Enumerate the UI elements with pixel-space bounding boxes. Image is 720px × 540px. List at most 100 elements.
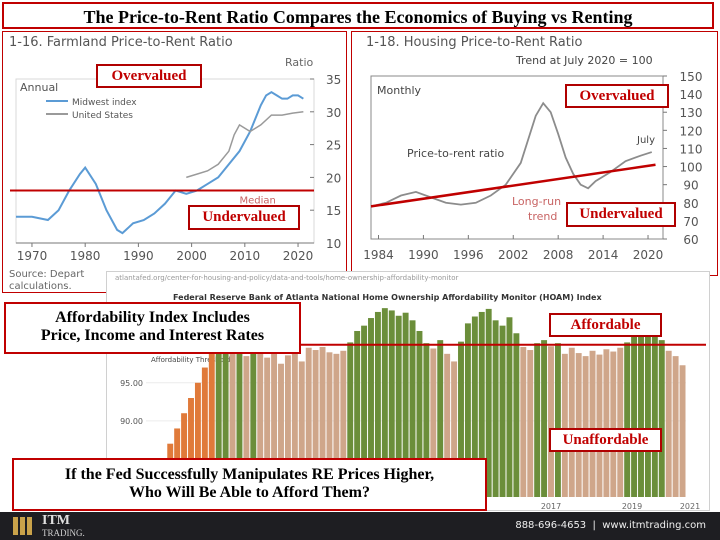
hoam-bar bbox=[554, 343, 561, 497]
hoam-bar bbox=[250, 338, 257, 497]
farm-x-tick-label: 1990 bbox=[123, 249, 154, 263]
farmland-ylabel: Ratio bbox=[285, 56, 314, 69]
housing-monthly-label: Monthly bbox=[377, 84, 422, 97]
hoam-bar bbox=[243, 356, 250, 497]
hoam-x-tick-label: 2019 bbox=[622, 502, 642, 511]
farmland-chart: 10 15 20 25 30 35 1970 1980 1990 2000 2010 2020 Annu… bbox=[10, 73, 341, 263]
house-y-tick-label: 120 bbox=[680, 124, 703, 138]
hoam-bar bbox=[388, 310, 395, 497]
farm-legend-label: Midwest index bbox=[72, 98, 137, 108]
farm-x-tick-label: 1970 bbox=[17, 249, 48, 263]
hoam-bar bbox=[395, 315, 402, 497]
slide-title: The Price-to-Rent Ratio Compares the Eco… bbox=[2, 2, 714, 29]
hoam-bar bbox=[381, 308, 388, 497]
hoam-bar bbox=[437, 340, 444, 497]
farmland-source-2: calculations. bbox=[9, 281, 72, 292]
farmland-undervalued-label: Undervalued bbox=[188, 205, 300, 230]
farm-y-tick-label: 10 bbox=[326, 237, 341, 251]
hoam-bar bbox=[188, 398, 194, 497]
hoam-bar bbox=[527, 350, 534, 497]
hoam-bar bbox=[215, 340, 222, 497]
house-x-tick-label: 1996 bbox=[453, 248, 484, 262]
farm-series-line bbox=[186, 111, 304, 179]
house-plot-frame bbox=[370, 75, 664, 240]
question-line-2: Who Will Be Able to Afford Them? bbox=[129, 484, 370, 501]
house-trend-line bbox=[370, 163, 656, 208]
hoam-bar bbox=[568, 347, 575, 497]
hoam-bar bbox=[222, 333, 229, 497]
hoam-bar bbox=[638, 330, 644, 497]
hoam-bar bbox=[361, 325, 368, 497]
hoam-bar bbox=[506, 317, 513, 497]
hoam-bar bbox=[374, 311, 381, 497]
hoam-bar bbox=[603, 349, 610, 497]
hoam-bar bbox=[451, 361, 458, 497]
hoam-bar bbox=[575, 353, 582, 497]
hoam-bar bbox=[499, 325, 506, 497]
farmland-overvalued-label: Overvalued bbox=[96, 64, 202, 88]
hoam-bar bbox=[423, 343, 430, 497]
hoam-bar bbox=[284, 355, 291, 497]
footer-contact: 888-696-4653 | www.itmtrading.com bbox=[515, 520, 706, 531]
house-x-tick-label: 1984 bbox=[363, 248, 394, 262]
hoam-bar bbox=[409, 320, 416, 497]
hoam-bar bbox=[492, 320, 499, 497]
hoam-bar bbox=[617, 347, 624, 497]
farmland-source-1: Source: Depart bbox=[9, 269, 85, 280]
hoam-bar bbox=[478, 311, 485, 497]
hoam-bar bbox=[208, 352, 215, 497]
house-y-tick-label: 140 bbox=[680, 88, 703, 102]
housing-chart-title: 1-18. Housing Price-to-Rent Ratio bbox=[366, 35, 583, 50]
question-line-1: If the Fed Successfully Manipulates RE P… bbox=[64, 466, 435, 483]
hoam-bar bbox=[548, 346, 554, 497]
hoam-bar bbox=[416, 330, 423, 497]
hoam-y-tick-label: 95.00 bbox=[120, 379, 143, 388]
footer-brand-itm: ITM bbox=[42, 513, 70, 528]
housing-trend-label-1: Long-run bbox=[512, 195, 562, 208]
house-y-tick-label: 100 bbox=[680, 161, 703, 175]
hoam-bar bbox=[513, 333, 520, 497]
affordability-line-2: Price, Income and Interest Rates bbox=[40, 327, 265, 344]
farm-x-tick-label: 1980 bbox=[70, 249, 101, 263]
farm-legend-title: Annual bbox=[20, 81, 58, 94]
hoam-bar bbox=[430, 348, 437, 497]
hoam-bar bbox=[236, 343, 243, 497]
hoam-bar bbox=[520, 346, 527, 497]
hoam-bar bbox=[368, 318, 374, 497]
farm-y-tick-label: 15 bbox=[326, 204, 341, 218]
hoam-bar bbox=[257, 352, 264, 497]
house-y-tick-label: 90 bbox=[683, 179, 698, 193]
hoam-bar bbox=[464, 323, 471, 497]
hoam-bar bbox=[354, 330, 361, 497]
house-y-tick-label: 150 bbox=[680, 70, 703, 84]
question-box: If the Fed Successfully Manipulates RE P… bbox=[12, 458, 487, 511]
farm-y-tick-label: 25 bbox=[326, 139, 341, 153]
hoam-bar bbox=[229, 348, 236, 497]
housing-july-label: July bbox=[637, 135, 655, 146]
hoam-bar bbox=[651, 333, 658, 497]
farm-y-tick-label: 30 bbox=[326, 106, 341, 120]
hoam-bar bbox=[298, 361, 305, 497]
house-y-tick-label: 80 bbox=[683, 197, 698, 211]
farm-y-tick-label: 35 bbox=[326, 73, 341, 87]
housing-overvalued-label: Overvalued bbox=[565, 84, 669, 108]
hoam-bar bbox=[194, 382, 201, 497]
farm-x-tick-label: 2000 bbox=[176, 249, 207, 263]
house-x-tick-label: 2008 bbox=[543, 248, 574, 262]
farmland-chart-title: 1-16. Farmland Price-to-Rent Ratio bbox=[9, 35, 233, 50]
hoam-bar bbox=[665, 350, 672, 497]
hoam-bar bbox=[319, 346, 326, 497]
unaffordable-label: Unaffordable bbox=[549, 428, 662, 452]
hoam-bar bbox=[201, 367, 208, 497]
hoam-bar bbox=[485, 308, 492, 497]
hoam-bar bbox=[644, 326, 651, 497]
footer-brand-trading: TRADING. bbox=[42, 528, 85, 538]
affordable-label: Affordable bbox=[549, 313, 662, 337]
house-y-tick-label: 60 bbox=[683, 233, 698, 247]
hoam-bar bbox=[589, 350, 596, 497]
farm-x-tick-label: 2010 bbox=[230, 249, 261, 263]
hoam-bar bbox=[444, 353, 451, 497]
hoam-bar bbox=[658, 340, 665, 497]
hoam-x-tick-label: 2021 bbox=[680, 502, 700, 511]
